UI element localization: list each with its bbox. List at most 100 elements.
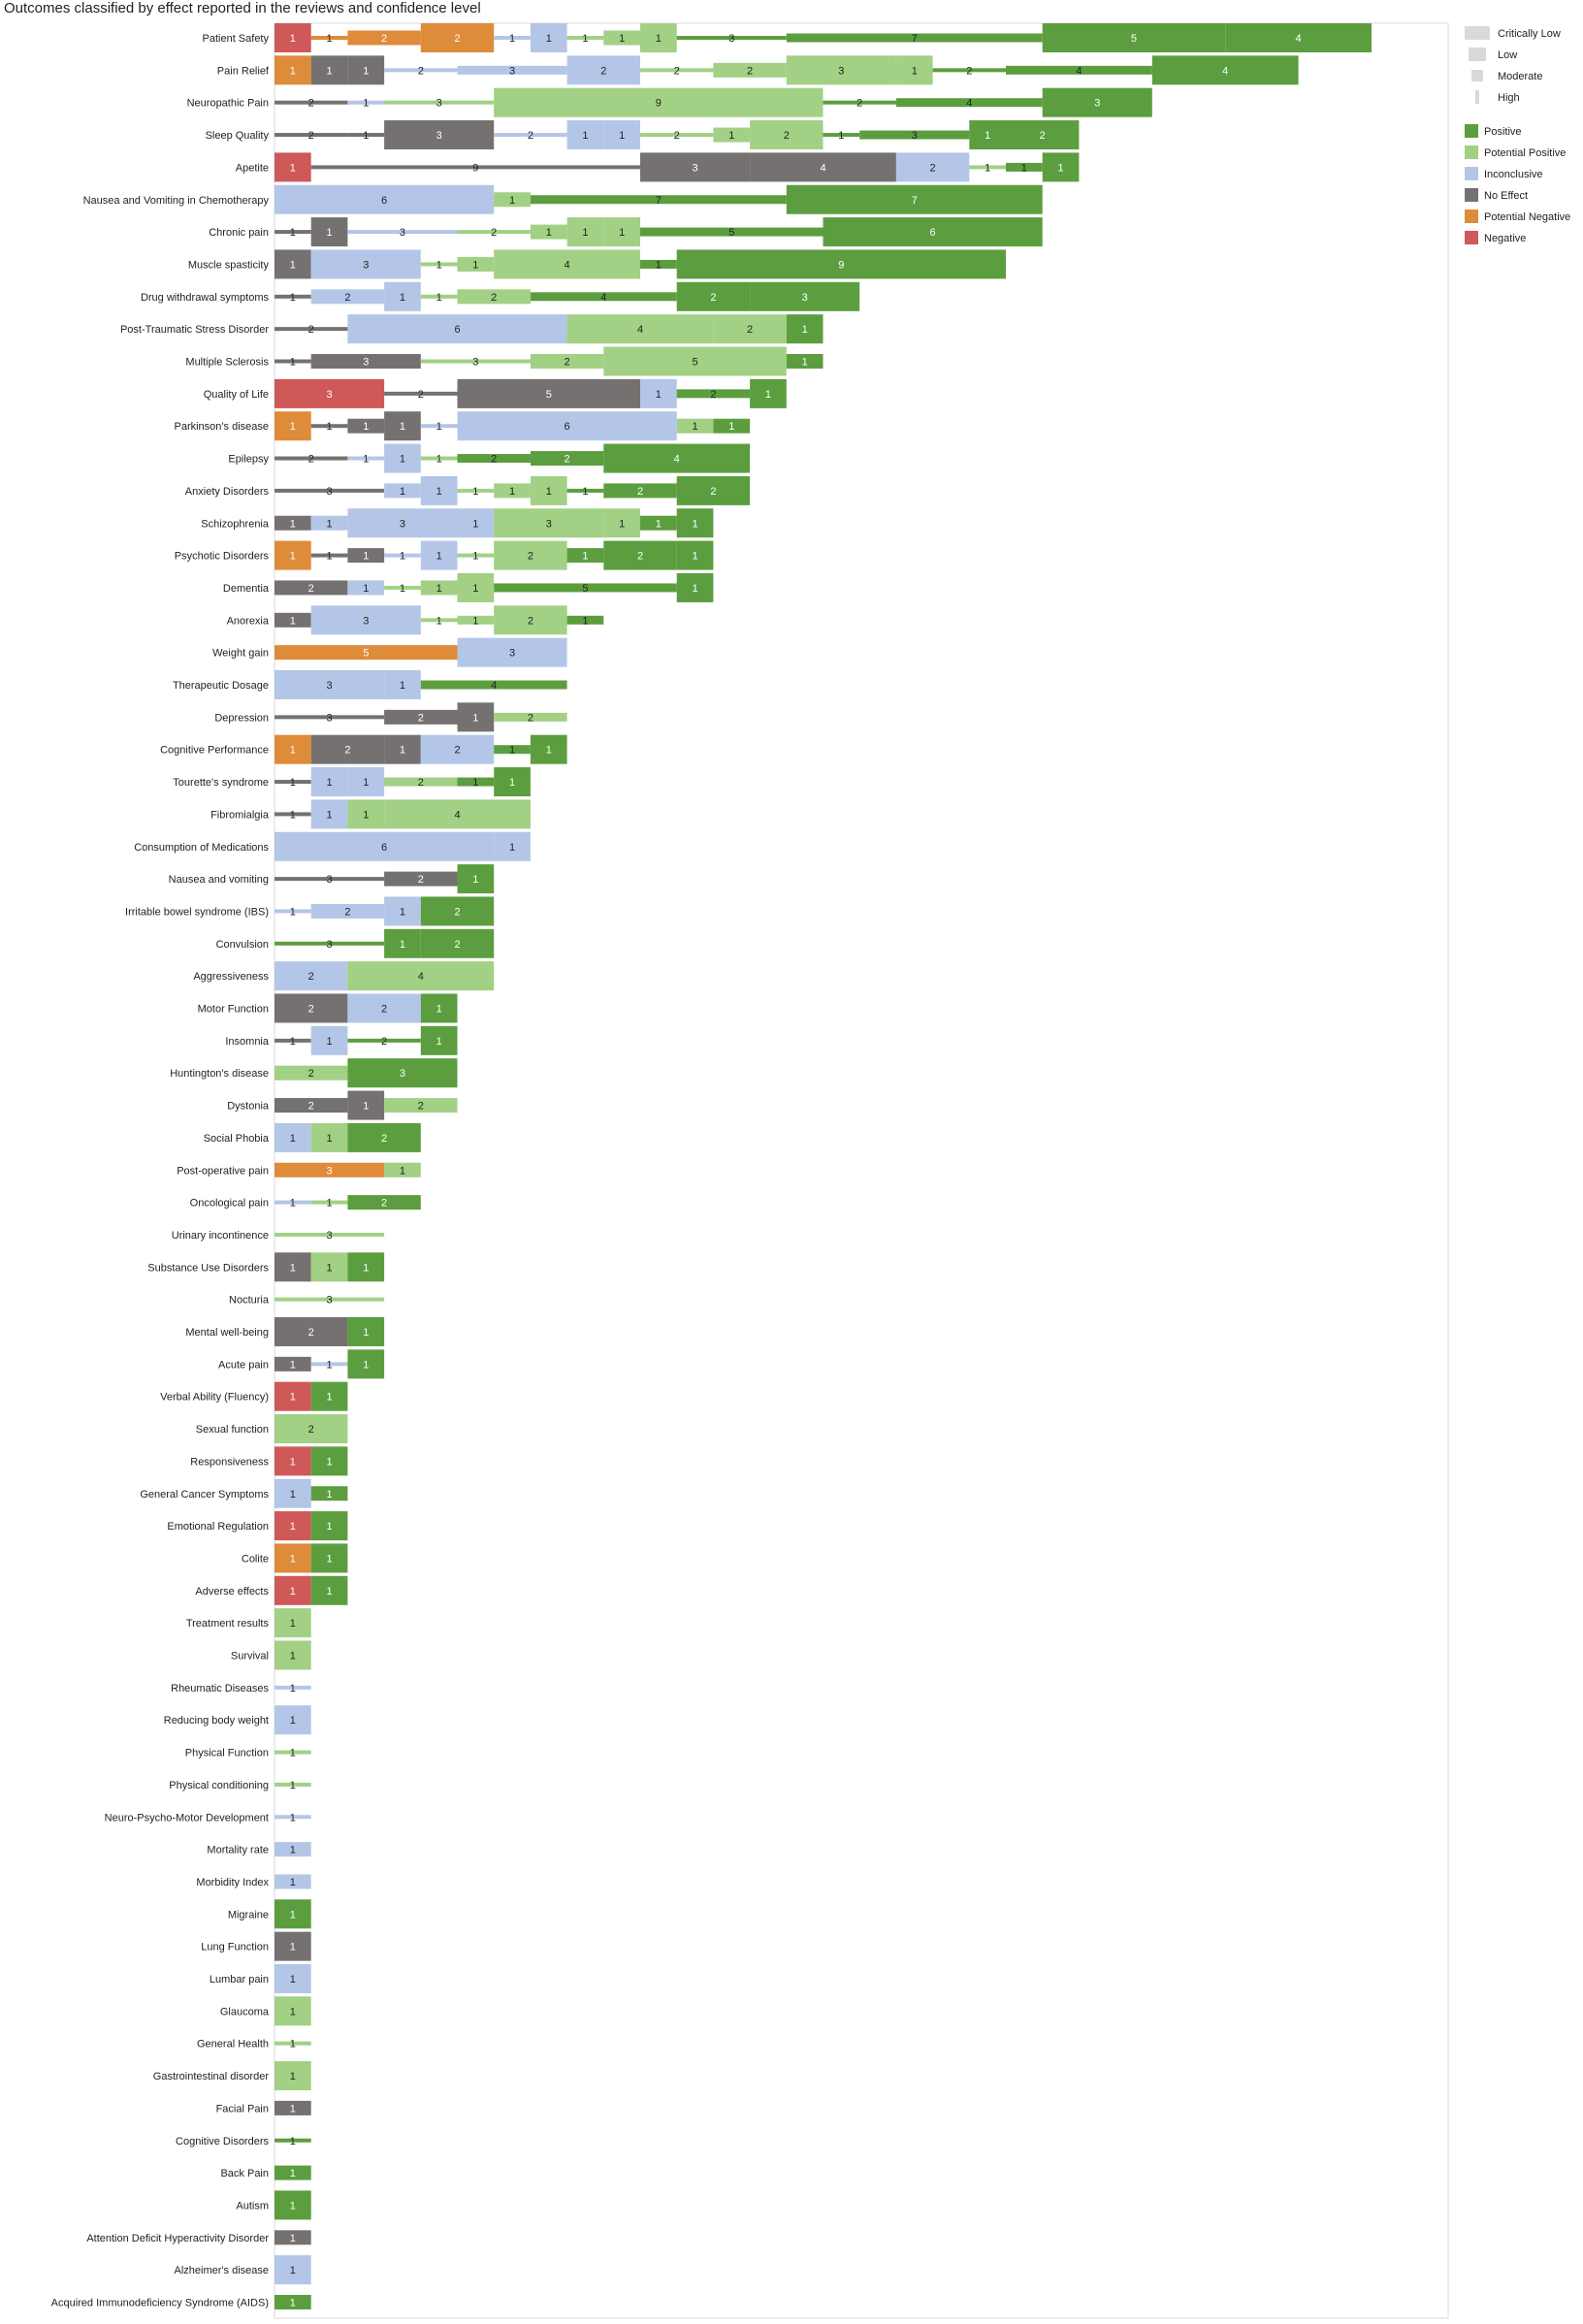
bar-segment xyxy=(1006,65,1152,75)
category-label: Huntington's disease xyxy=(170,1068,269,1080)
segment-count-label: 2 xyxy=(930,162,936,174)
segment-count-label: 3 xyxy=(1094,98,1100,110)
bar-segment xyxy=(676,249,1006,279)
segment-count-label: 2 xyxy=(966,65,972,77)
segment-count-label: 1 xyxy=(363,777,369,789)
bar-segment xyxy=(566,488,604,493)
category-label: Gastrointestinal disorder xyxy=(153,2071,270,2082)
bar-segment xyxy=(1006,162,1043,172)
segment-count-label: 1 xyxy=(290,1036,296,1048)
bar-segment xyxy=(275,540,311,570)
segment-count-label: 1 xyxy=(290,1974,296,1985)
bar-segment xyxy=(275,1478,311,1508)
segment-count-label: 1 xyxy=(509,486,515,498)
confidence-legend-swatch xyxy=(1469,48,1486,61)
bar-segment xyxy=(275,941,385,946)
segment-count-label: 1 xyxy=(400,906,405,918)
bar-segment xyxy=(275,411,311,441)
bar-segment xyxy=(384,281,421,311)
category-label: General Health xyxy=(197,2039,269,2050)
segment-count-label: 2 xyxy=(454,33,460,45)
segment-count-label: 1 xyxy=(290,2233,296,2244)
segment-count-label: 2 xyxy=(747,324,753,336)
bar-segment xyxy=(895,55,933,85)
segment-count-label: 1 xyxy=(619,33,625,45)
segment-count-label: 3 xyxy=(400,518,405,530)
segment-count-label: 2 xyxy=(784,130,790,142)
segment-count-label: 1 xyxy=(290,2006,296,2017)
segment-count-label: 1 xyxy=(802,324,808,336)
bar-segment xyxy=(347,548,385,564)
bar-segment xyxy=(676,281,751,311)
effect-legend-swatch xyxy=(1465,210,1478,223)
bar-segment xyxy=(275,1511,311,1541)
segment-count-label: 1 xyxy=(290,1812,296,1824)
category-label: Rheumatic Diseases xyxy=(171,1683,269,1695)
segment-count-label: 1 xyxy=(582,551,588,563)
segment-count-label: 1 xyxy=(656,33,662,45)
category-label: Aggressiveness xyxy=(193,971,269,983)
segment-count-label: 1 xyxy=(728,130,734,142)
bar-segment xyxy=(457,572,495,602)
bar-segment xyxy=(420,424,458,429)
bar-segment xyxy=(676,475,751,505)
effect-legend-swatch xyxy=(1465,231,1478,244)
bar-segment xyxy=(640,378,677,408)
segment-count-label: 1 xyxy=(765,389,771,401)
bar-segment xyxy=(420,23,495,52)
bar-segment xyxy=(275,1842,311,1857)
bar-segment xyxy=(823,133,860,138)
segment-count-label: 7 xyxy=(912,195,918,207)
segment-count-label: 1 xyxy=(290,1521,296,1533)
category-label: Pain Relief xyxy=(217,65,270,77)
bar-segment xyxy=(275,2041,311,2046)
bar-segment xyxy=(603,217,640,247)
segment-count-label: 1 xyxy=(985,162,990,174)
category-label: Emotional Regulation xyxy=(167,1521,269,1533)
segment-count-label: 1 xyxy=(400,292,405,304)
category-label: Depression xyxy=(214,712,269,724)
segment-count-label: 1 xyxy=(290,1133,296,1145)
bar-segment xyxy=(275,1575,311,1605)
segment-count-label: 1 xyxy=(290,1262,296,1274)
segment-count-label: 3 xyxy=(400,227,405,239)
bar-segment xyxy=(275,2061,311,2091)
bar-segment xyxy=(566,217,604,247)
segment-count-label: 1 xyxy=(400,486,405,498)
bar-segment xyxy=(310,1122,348,1152)
bar-segment xyxy=(420,680,567,690)
bar-segment xyxy=(275,780,311,785)
bar-segment xyxy=(1006,120,1080,150)
segment-count-label: 2 xyxy=(381,1133,387,1145)
segment-count-label: 3 xyxy=(326,680,332,692)
segment-count-label: 2 xyxy=(418,777,424,789)
category-label: Insomnia xyxy=(225,1036,270,1048)
segment-count-label: 3 xyxy=(363,615,369,627)
bar-segment xyxy=(384,1162,421,1178)
bar-segment xyxy=(275,1899,311,1929)
segment-count-label: 4 xyxy=(966,98,972,110)
segment-count-label: 1 xyxy=(436,551,442,563)
segment-count-label: 1 xyxy=(290,1198,296,1210)
segment-count-label: 3 xyxy=(326,1295,332,1307)
bar-segment xyxy=(310,903,385,919)
segment-count-label: 1 xyxy=(400,583,405,595)
bar-segment xyxy=(275,55,311,85)
segment-count-label: 2 xyxy=(308,1327,314,1339)
confidence-legend-label: Low xyxy=(1498,49,1517,61)
bar-segment xyxy=(457,553,495,558)
category-label: Fibromialgia xyxy=(210,809,270,821)
bar-segment xyxy=(310,354,421,369)
confidence-legend-swatch xyxy=(1471,70,1483,81)
segment-count-label: 3 xyxy=(326,939,332,951)
bar-segment xyxy=(347,1038,421,1043)
segment-count-label: 1 xyxy=(290,2200,296,2211)
bar-segment xyxy=(275,1705,311,1735)
bar-segment xyxy=(275,1122,311,1152)
category-label: Urinary incontinence xyxy=(172,1230,269,1242)
bar-segment xyxy=(1042,23,1226,52)
bar-segment xyxy=(310,1200,348,1205)
segment-count-label: 9 xyxy=(472,162,478,174)
category-label: Parkinson's disease xyxy=(175,421,270,433)
segment-count-label: 3 xyxy=(326,1230,332,1242)
